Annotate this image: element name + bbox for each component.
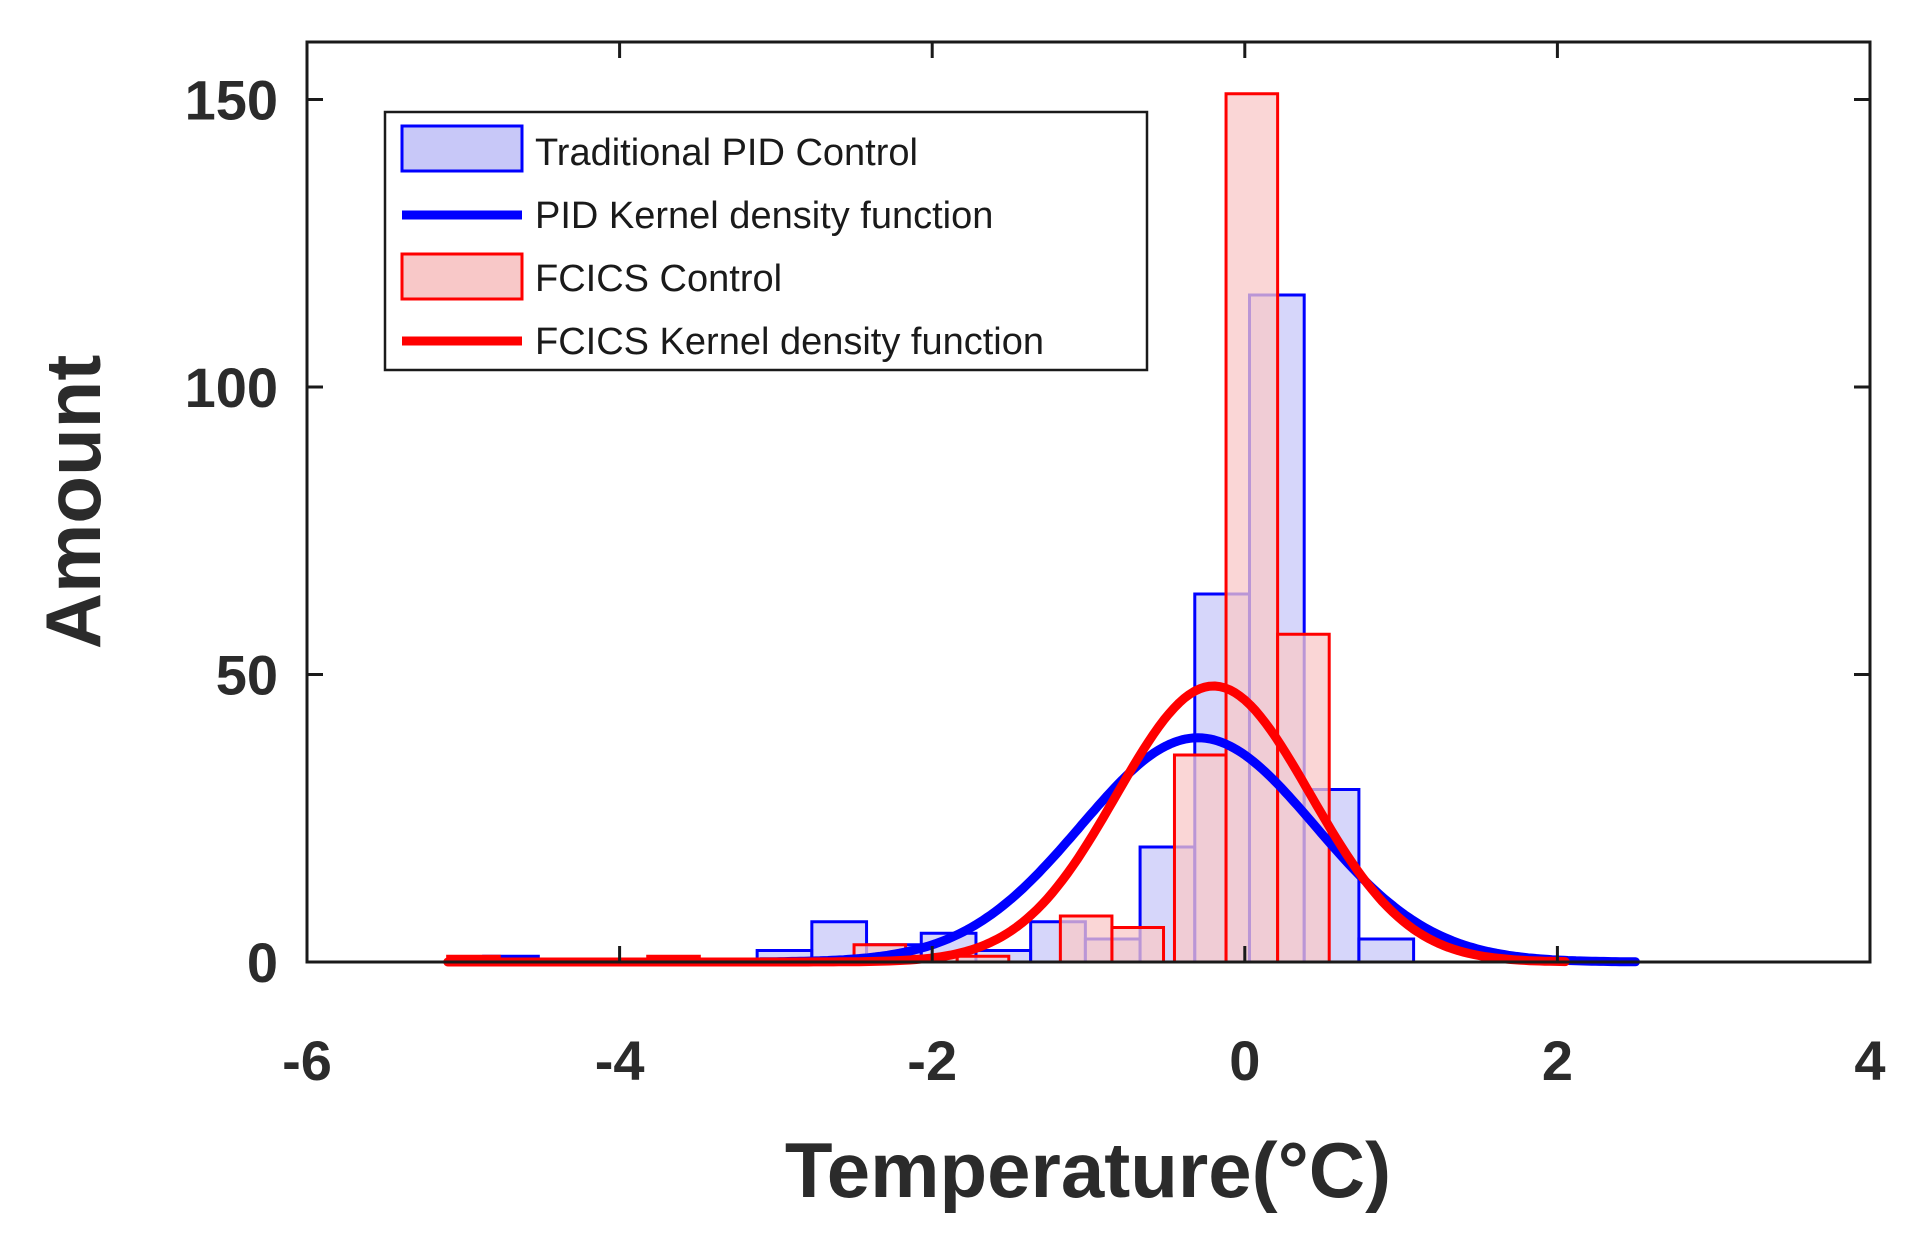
x-tick-label: 2 [1542, 1029, 1573, 1092]
y-axis-title: Amount [29, 355, 117, 650]
x-tick-label: -2 [907, 1029, 957, 1092]
legend-label-fcics-kde: FCICS Kernel density function [535, 321, 1044, 363]
y-tick-label: 100 [185, 356, 278, 419]
legend-swatch-fcics-hist [400, 252, 524, 301]
legend-label-fcics-hist: FCICS Control [535, 258, 782, 300]
fcics-bar [1058, 914, 1114, 964]
y-tick-label: 150 [185, 69, 278, 132]
x-tick-label: -6 [282, 1029, 332, 1092]
legend-label-pid-kde: PID Kernel density function [535, 195, 993, 237]
tick-labels: -6 -4 -2 0 2 4 0 50 100 150 [185, 69, 1886, 1093]
histogram-bars [446, 92, 1416, 964]
legend-label-pid-hist: Traditional PID Control [535, 132, 918, 174]
x-tick-label: -4 [595, 1029, 645, 1092]
y-tick-label: 50 [216, 644, 278, 707]
x-tick-label: 4 [1854, 1029, 1885, 1092]
fcics-bar [1110, 926, 1166, 964]
axis-ticks [305, 42, 1872, 964]
y-tick-label: 0 [247, 931, 278, 994]
pid-kde-curve [755, 733, 1640, 967]
x-axis-title: Temperature(°C) [785, 1126, 1391, 1214]
legend-swatch-pid-hist [400, 124, 524, 173]
fcics-bar [1224, 92, 1280, 964]
x-tick-label: 0 [1229, 1029, 1260, 1092]
plot-frame [305, 40, 1872, 964]
pid-bar [1357, 937, 1416, 964]
legend: Traditional PID Control PID Kernel densi… [383, 110, 1149, 372]
fcics-bar [1172, 753, 1228, 964]
